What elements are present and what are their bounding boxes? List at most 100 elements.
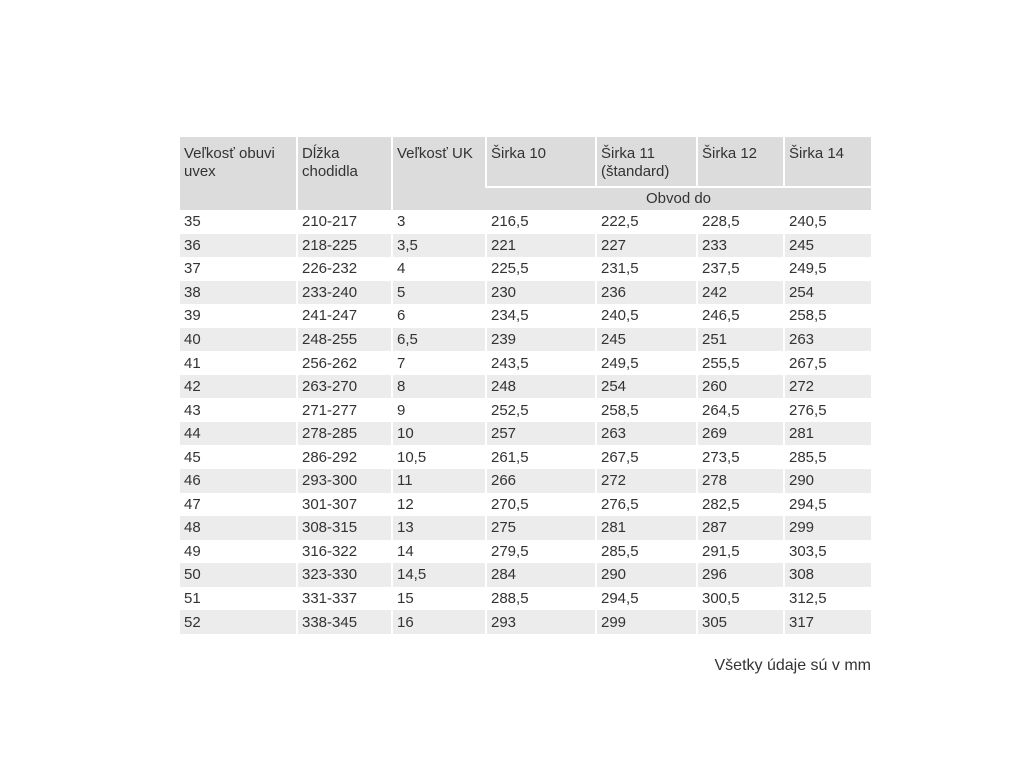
table-cell: 303,5 — [789, 542, 827, 560]
table-cell: 269 — [696, 421, 784, 446]
size-chart-table: Veľkosť obuvi uvex Dĺžka chodidla Veľkos… — [180, 137, 871, 634]
table-row: 46 293-300 11 266 272 278 290 — [180, 469, 871, 493]
table-cell: 275 — [485, 516, 596, 540]
table-cell: 40 — [180, 327, 297, 352]
table-cell: 260 — [696, 374, 784, 399]
table-cell: 50 — [180, 563, 297, 587]
table-row: 36 218-225 3,5 221 227 233 245 — [180, 233, 871, 258]
table-cell: 15 — [397, 590, 414, 608]
table-cell: 308 — [783, 563, 871, 587]
table-cell: 240,5 — [789, 213, 827, 231]
table-cell: 243,5 — [491, 354, 529, 372]
table-cell: 228,5 — [702, 213, 740, 231]
table-row: 39 241-247 6 234,5 240,5 246,5 258,5 — [180, 304, 871, 328]
table-cell: 227 — [595, 233, 697, 258]
table-cell: 299 — [595, 610, 697, 634]
table-cell: 290 — [783, 469, 871, 493]
table-row: 51 331-337 15 288,5 294,5 300,5 312,5 — [180, 587, 871, 611]
table-cell: 317 — [783, 610, 871, 634]
table-cell: 294,5 — [789, 495, 827, 513]
table-cell: 263-270 — [296, 374, 392, 399]
table-cell: 285,5 — [601, 542, 639, 560]
table-cell: 4 — [397, 260, 406, 278]
table-cell: 258,5 — [601, 401, 639, 419]
table-cell: 42 — [180, 374, 297, 399]
table-cell: 258,5 — [789, 307, 827, 325]
table-cell: 14,5 — [391, 563, 486, 587]
table-cell: 6,5 — [391, 327, 486, 352]
table-cell: 226-232 — [302, 260, 358, 278]
table-row: 43 271-277 9 252,5 258,5 264,5 276,5 — [180, 398, 871, 422]
table-cell: 252,5 — [491, 401, 529, 419]
table-cell: 246,5 — [702, 307, 740, 325]
table-cell: 234,5 — [491, 307, 529, 325]
table-cell: 299 — [783, 516, 871, 540]
table-cell: 16 — [391, 610, 486, 634]
table-cell: 267,5 — [601, 448, 639, 466]
table-cell: 272 — [595, 469, 697, 493]
units-note: Všetky údaje sú v mm — [714, 657, 872, 674]
header-cell: Širka 11 (štandard) — [595, 137, 697, 187]
table-cell: 245 — [783, 233, 871, 258]
header-cell: Dĺžka chodidla — [296, 137, 392, 210]
table-cell: 5 — [391, 280, 486, 305]
table-cell: 267,5 — [789, 354, 827, 372]
header-cell: Širka 12 — [696, 137, 784, 187]
table-cell: 46 — [180, 469, 297, 493]
table-cell: 221 — [485, 233, 596, 258]
table-row: 48 308-315 13 275 281 287 299 — [180, 516, 871, 540]
table-cell: 216,5 — [491, 213, 529, 231]
table-cell: 35 — [184, 213, 201, 231]
table-cell: 263 — [595, 421, 697, 446]
table-cell: 254 — [595, 374, 697, 399]
table-cell: 3 — [397, 213, 406, 231]
table-cell: 45 — [184, 448, 201, 466]
table-cell: 48 — [180, 516, 297, 540]
table-cell: 276,5 — [789, 401, 827, 419]
header-cell: Veľkosť obuvi uvex — [180, 137, 297, 210]
table-row: 42 263-270 8 248 254 260 272 — [180, 374, 871, 399]
table-cell: 293 — [485, 610, 596, 634]
table-cell: 242 — [696, 280, 784, 305]
table-cell: 52 — [180, 610, 297, 634]
table-cell: 13 — [391, 516, 486, 540]
table-cell: 278 — [696, 469, 784, 493]
table-cell: 248-255 — [296, 327, 392, 352]
table-cell: 49 — [184, 542, 201, 560]
table-cell: 47 — [184, 495, 201, 513]
table-cell: 249,5 — [789, 260, 827, 278]
table-row: 50 323-330 14,5 284 290 296 308 — [180, 563, 871, 587]
table-cell: 305 — [696, 610, 784, 634]
table-row: 45 286-292 10,5 261,5 267,5 273,5 285,5 — [180, 445, 871, 469]
table-cell: 301-307 — [302, 495, 358, 513]
table-cell: 7 — [397, 354, 406, 372]
table-cell: 338-345 — [296, 610, 392, 634]
table-cell: 279,5 — [491, 542, 529, 560]
table-cell: 245 — [595, 327, 697, 352]
table-cell: 36 — [180, 233, 297, 258]
table-cell: 233 — [696, 233, 784, 258]
table-cell: 264,5 — [702, 401, 740, 419]
table-cell: 291,5 — [702, 542, 740, 560]
table-cell: 241-247 — [302, 307, 358, 325]
table-cell: 331-337 — [302, 590, 358, 608]
table-cell: 14 — [397, 542, 414, 560]
table-cell: 273,5 — [702, 448, 740, 466]
header-cell: Širka 10 — [485, 137, 596, 187]
table-cell: 8 — [391, 374, 486, 399]
table-cell: 222,5 — [601, 213, 639, 231]
table-cell: 254 — [783, 280, 871, 305]
table-cell: 286-292 — [302, 448, 358, 466]
table-cell: 281 — [783, 421, 871, 446]
table-cell: 287 — [696, 516, 784, 540]
table-cell: 312,5 — [789, 590, 827, 608]
table-row: 49 316-322 14 279,5 285,5 291,5 303,5 — [180, 540, 871, 564]
table-row: 41 256-262 7 243,5 249,5 255,5 267,5 — [180, 351, 871, 375]
table-cell: 6 — [397, 307, 406, 325]
subheader-row: Obvod do — [180, 186, 871, 210]
table-cell: 251 — [696, 327, 784, 352]
table-cell: 272 — [783, 374, 871, 399]
table-cell: 11 — [391, 469, 486, 493]
table-cell: 288,5 — [491, 590, 529, 608]
table-cell: 231,5 — [601, 260, 639, 278]
